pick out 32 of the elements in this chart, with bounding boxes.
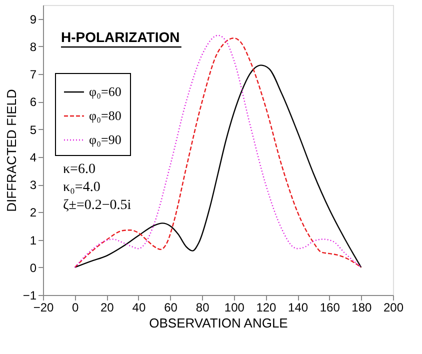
y-axis-title: DIFFRACTED FIELD [4,89,19,212]
x-tick-label: 0 [72,300,79,314]
x-tick-label: 180 [352,300,372,314]
y-tick-label: 4 [30,150,37,164]
y-tick-label: 5 [30,122,37,137]
x-tick-label: 200 [383,300,404,314]
x-tick-label: −20 [33,300,54,314]
legend-label: φ₀=90 [89,132,122,147]
x-tick-label: 60 [164,300,178,314]
y-tick-label: 0 [30,260,37,275]
annotation: ζ±=0.2−0.5i [63,198,132,213]
legend-label: φ₀=60 [89,84,122,99]
y-tick-label: 2 [30,206,37,220]
x-tick-label: 80 [196,300,210,314]
y-tick-label: 3 [30,178,37,192]
x-tick-label: 140 [288,300,308,314]
annotation: κ₀=4.0 [63,180,100,195]
y-tick-label: 8 [30,40,37,54]
legend-label: φ₀=80 [89,108,122,123]
text: H-POLARIZATION [61,29,180,45]
x-tick-label: 100 [224,300,245,314]
y-tick-label: −1 [22,288,37,302]
x-axis-title: OBSERVATION ANGLE [149,316,288,330]
x-tick-label: 40 [132,300,146,314]
x-tick-label: 160 [320,300,340,314]
y-tick-label: 7 [30,68,37,82]
y-tick-label: 9 [30,12,37,26]
x-tick-label: 120 [256,300,277,314]
y-tick-label: 1 [30,233,37,248]
x-tick-label: 20 [100,300,114,314]
y-tick-label: 6 [30,95,37,110]
annotation: κ=6.0 [63,162,96,177]
